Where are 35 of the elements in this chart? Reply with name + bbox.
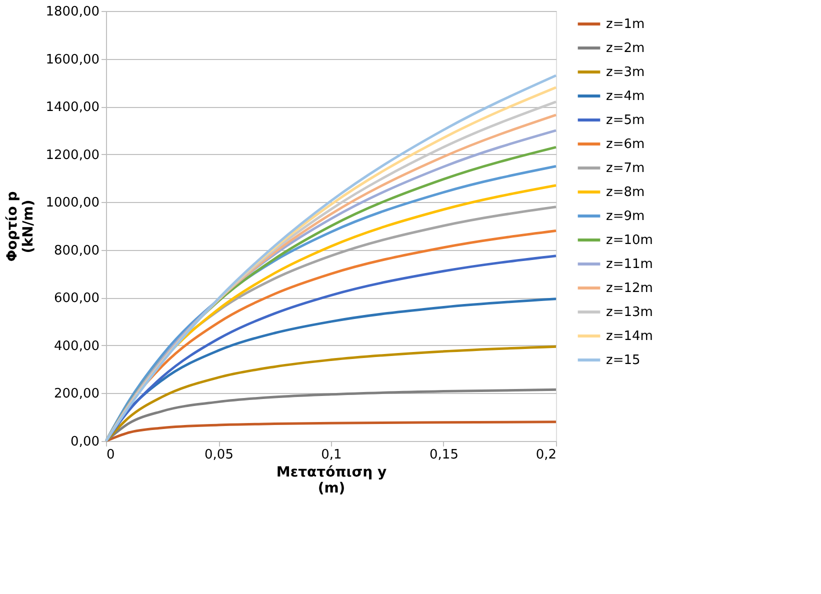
y-tick-label: 800,00 [54,243,100,258]
y-tick-label: 1000,00 [46,196,100,211]
legend-label: z=2m [606,41,645,56]
y-tick-label: 1200,00 [46,148,100,163]
y-tick-label: 400,00 [54,338,100,354]
x-tick-label: 0,1 [321,448,342,462]
x-tick-label: 0,15 [430,448,458,462]
y-tick-label: 1800,00 [46,4,100,20]
legend-label: z=3m [606,65,645,80]
legend-label: z=9m [606,209,645,224]
line-series [104,388,558,442]
y-axis-title: Φορτίο p (kN/m) [4,191,37,262]
legend-label: z=14m [606,329,653,344]
legend-label: z=11m [606,257,653,272]
legend-label: z=1m [606,17,645,32]
y-tick-label: 0,00 [70,434,100,450]
x-tick-label: 0 [106,448,115,462]
legend-label: z=13m [606,305,653,320]
x-tick-label: 0,05 [204,448,234,462]
legend-label: z=7m [606,161,645,176]
line-series [104,345,558,442]
legend-label: z=8m [606,185,645,200]
legend-label: z=6m [606,137,645,152]
x-tick-label: 0,2 [536,448,556,462]
y-tick-label: 600,00 [54,291,100,306]
legend-label: z=15 [606,353,640,368]
y-tick-label: 1600,00 [46,52,100,68]
legend-label: z=10m [606,233,653,248]
line-series [104,420,558,442]
y-tick-label: 1400,00 [46,100,100,116]
legend-label: z=12m [606,281,653,296]
x-axis-title: Μετατόπιση y (m) [276,464,387,496]
y-tick-label: 200,00 [54,386,100,402]
legend-label: z=5m [606,113,645,128]
legend-label: z=4m [606,89,645,104]
